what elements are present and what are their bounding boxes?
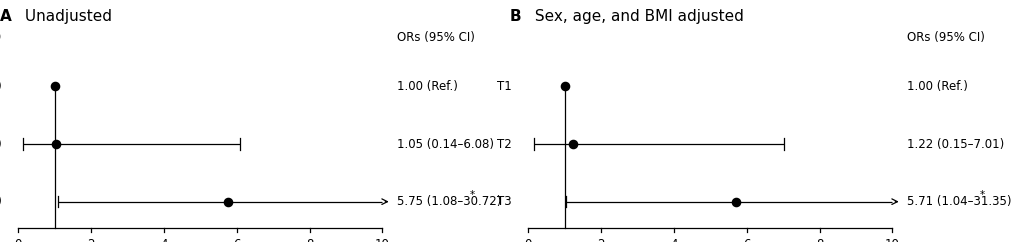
Text: *: *	[470, 190, 475, 200]
Text: 6: 6	[232, 238, 240, 242]
Text: 8: 8	[815, 238, 822, 242]
Point	[219, 200, 235, 204]
Text: T1: T1	[496, 80, 512, 93]
Point	[564, 142, 580, 146]
Text: 2: 2	[597, 238, 604, 242]
Text: Serum Kynurenine (μM): Serum Kynurenine (μM)	[0, 31, 2, 44]
Text: 1.00 (Ref.): 1.00 (Ref.)	[396, 80, 458, 93]
Text: ORs (95% CI): ORs (95% CI)	[396, 31, 475, 44]
Text: 1.22 (0.15–7.01): 1.22 (0.15–7.01)	[906, 137, 1004, 151]
Text: T1 (0.78–1.52): T1 (0.78–1.52)	[0, 80, 2, 93]
Text: T3: T3	[496, 195, 512, 208]
Text: 4: 4	[160, 238, 167, 242]
Text: 10: 10	[884, 238, 899, 242]
Text: 5.71 (1.04–31.35): 5.71 (1.04–31.35)	[906, 195, 1011, 208]
Text: 8: 8	[306, 238, 313, 242]
Text: T3 (2.02–4.44): T3 (2.02–4.44)	[0, 195, 2, 208]
Point	[48, 142, 64, 146]
Text: B: B	[510, 9, 521, 24]
Point	[728, 200, 744, 204]
Text: 6: 6	[742, 238, 750, 242]
Text: *: *	[979, 190, 984, 200]
Text: A: A	[0, 9, 12, 24]
Text: T2: T2	[496, 137, 512, 151]
Text: 5.75 (1.08–30.72): 5.75 (1.08–30.72)	[396, 195, 501, 208]
Text: 0: 0	[14, 238, 21, 242]
Text: Unadjusted: Unadjusted	[20, 9, 112, 24]
Text: 10: 10	[375, 238, 389, 242]
Text: T2 (1.53–2.01): T2 (1.53–2.01)	[0, 137, 2, 151]
Text: 2: 2	[88, 238, 95, 242]
Point	[556, 84, 573, 88]
Text: 0: 0	[524, 238, 531, 242]
Text: 1.00 (Ref.): 1.00 (Ref.)	[906, 80, 967, 93]
Text: 4: 4	[669, 238, 677, 242]
Point	[47, 84, 63, 88]
Text: 1.05 (0.14–6.08): 1.05 (0.14–6.08)	[396, 137, 493, 151]
Text: Sex, age, and BMI adjusted: Sex, age, and BMI adjusted	[530, 9, 743, 24]
Text: ORs (95% CI): ORs (95% CI)	[906, 31, 984, 44]
